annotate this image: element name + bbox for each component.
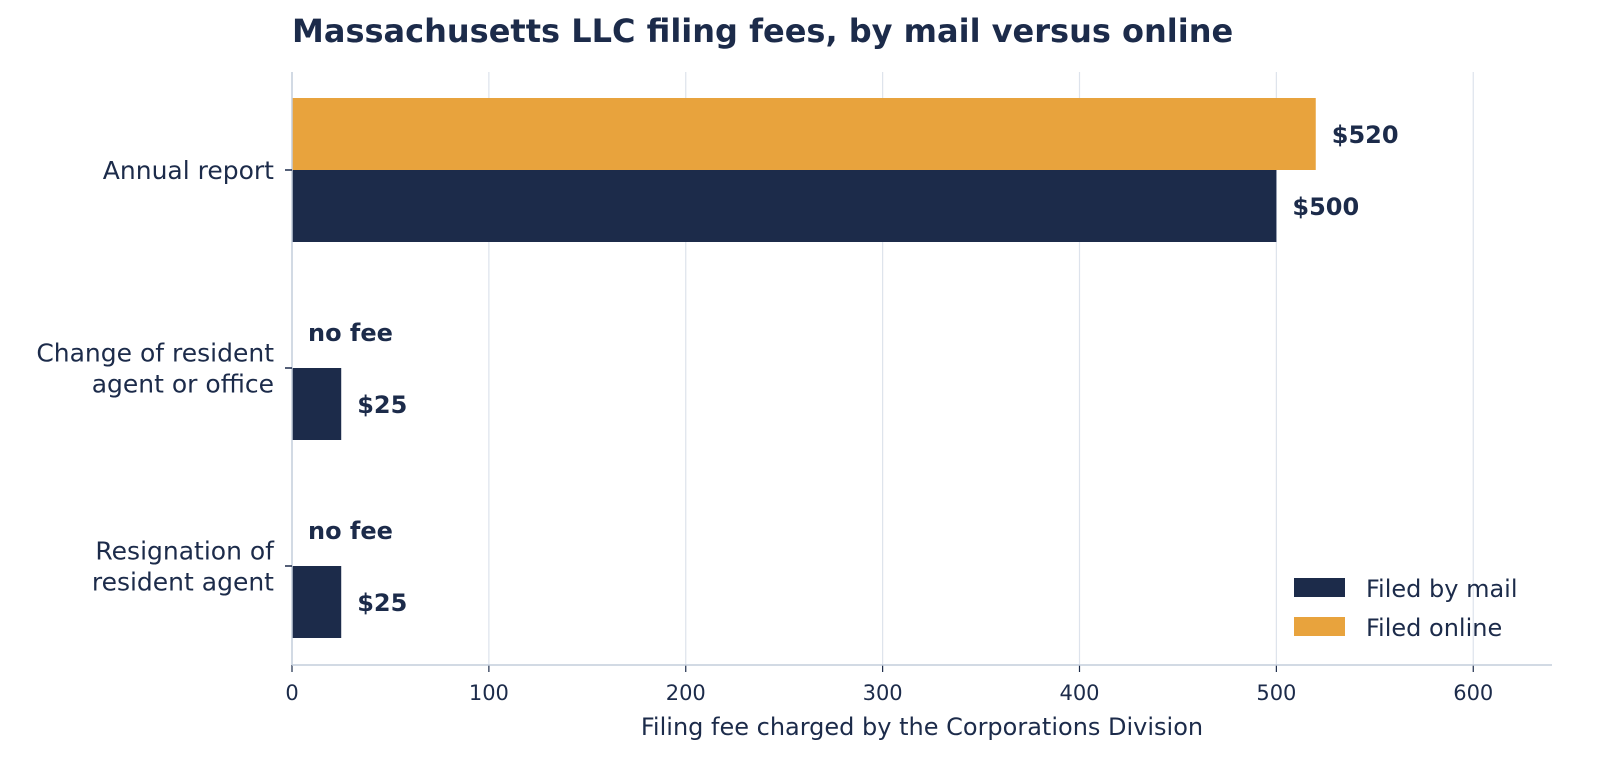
- bars: [292, 98, 1316, 638]
- data-label: no fee: [308, 319, 393, 347]
- y-tick-label: agent or office: [92, 370, 274, 399]
- data-label: $25: [357, 391, 407, 419]
- legend: Filed by mail Filed online: [1294, 575, 1518, 642]
- data-label: $25: [357, 589, 407, 617]
- x-tick-label: 200: [666, 681, 706, 705]
- labels: $500 $25 $25 $520 no fee no fee: [308, 121, 1399, 617]
- x-tick-label: 600: [1453, 681, 1493, 705]
- y-tick-label: resident agent: [92, 568, 274, 597]
- data-label: no fee: [308, 517, 393, 545]
- bar: [292, 170, 1277, 242]
- data-label: $520: [1332, 121, 1399, 149]
- legend-swatch: [1294, 617, 1345, 636]
- axes: 0 100 200 300 400 500 600 Annual report Change o…: [36, 72, 1552, 741]
- legend-swatch: [1294, 578, 1345, 597]
- x-tick-label: 300: [863, 681, 903, 705]
- x-axis-label: Filing fee charged by the Corporations D…: [641, 713, 1203, 741]
- bar: [292, 566, 342, 638]
- legend-label: Filed online: [1366, 614, 1502, 642]
- y-tick-label: Resignation of: [95, 537, 275, 566]
- chart-title: Massachusetts LLC filing fees, by mail v…: [292, 12, 1234, 50]
- x-tick-label: 0: [285, 681, 298, 705]
- data-label: $500: [1292, 193, 1359, 221]
- x-tick-label: 400: [1059, 681, 1099, 705]
- bar: [292, 368, 342, 440]
- y-tick-label: Change of resident: [36, 339, 274, 368]
- bar: [292, 98, 1316, 170]
- x-tick-label: 500: [1256, 681, 1296, 705]
- x-tick-label: 100: [469, 681, 509, 705]
- legend-label: Filed by mail: [1366, 575, 1518, 603]
- y-tick-label: Annual report: [103, 156, 274, 185]
